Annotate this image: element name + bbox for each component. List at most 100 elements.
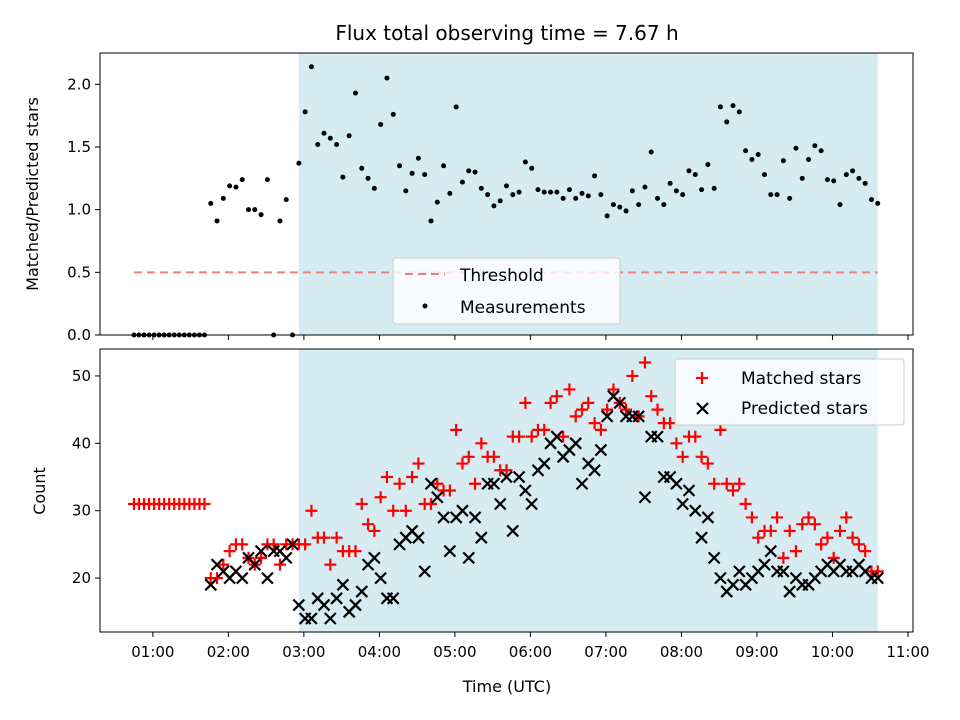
matched-star-point <box>764 524 777 537</box>
measurement-point <box>699 187 705 193</box>
ratio-y-axis-label: Matched/Predicted stars <box>23 97 42 291</box>
measurement-point <box>730 103 736 109</box>
predicted-star-point <box>676 497 689 511</box>
measurement-point <box>415 155 421 161</box>
x-tick-label: 06:00 <box>509 643 552 661</box>
matched-star-point <box>701 457 714 470</box>
matched-star-point <box>380 471 393 484</box>
predicted-star-point <box>487 477 501 491</box>
measurement-point <box>686 168 692 174</box>
predicted-star-point <box>707 551 721 565</box>
measurement-point <box>724 119 730 125</box>
matched-star-point <box>236 538 249 551</box>
measurement-point <box>485 192 491 198</box>
matched-star-point <box>695 450 708 463</box>
measurement-point <box>717 104 723 110</box>
measurement-point <box>227 183 233 189</box>
predicted-star-point <box>714 571 727 585</box>
measurement-point <box>535 187 541 193</box>
measurement-point <box>239 177 245 183</box>
legend-threshold-label: Threshold <box>459 266 544 286</box>
predicted-star-point <box>569 437 582 450</box>
measurement-point <box>214 218 220 224</box>
matched-star-point <box>859 545 872 558</box>
x-tick-label: 11:00 <box>886 643 929 661</box>
measurement-point <box>573 195 579 201</box>
matched-star-point <box>594 423 607 436</box>
predicted-star-point <box>506 524 520 538</box>
measurement-point <box>352 90 358 96</box>
predicted-star-point <box>437 511 450 524</box>
matched-star-point <box>362 518 375 531</box>
measurement-point <box>252 207 258 213</box>
ratio-y-tick-label: 0.0 <box>67 326 91 344</box>
measurement-point <box>334 141 340 147</box>
measurement-point <box>655 195 661 201</box>
predicted-star-point <box>777 565 790 578</box>
predicted-star-point <box>651 430 664 443</box>
measurement-point <box>296 160 302 166</box>
measurement-point <box>472 169 478 175</box>
measurement-point <box>277 218 283 224</box>
matched-star-point <box>708 477 721 490</box>
measurement-point <box>504 183 509 189</box>
matched-star-point <box>330 531 343 544</box>
predicted-star-point <box>500 470 513 484</box>
matched-star-point <box>582 396 595 409</box>
matched-star-point <box>557 430 570 443</box>
measurement-point <box>617 204 623 210</box>
measurement-point <box>340 174 346 180</box>
predicted-star-point <box>462 551 476 565</box>
measurement-point <box>447 190 453 196</box>
predicted-star-point <box>682 484 696 497</box>
matched-star-point <box>475 437 488 450</box>
matched-star-point <box>821 531 834 544</box>
measurement-point <box>673 188 679 194</box>
matched-star-point <box>374 491 387 504</box>
matched-star-point <box>601 403 614 416</box>
measurement-point <box>736 109 742 115</box>
count-y-tick-label: 50 <box>72 367 91 385</box>
predicted-star-point <box>355 585 369 598</box>
predicted-star-point <box>254 544 268 558</box>
matched-star-point <box>525 430 538 443</box>
measurement-point <box>585 193 591 199</box>
predicted-star-point <box>261 571 274 585</box>
measurement-point <box>453 104 459 110</box>
matched-star-point <box>198 497 211 510</box>
matched-star-point <box>771 511 784 524</box>
measurement-point <box>566 187 572 193</box>
matched-star-point <box>355 497 368 510</box>
matched-star-point <box>689 430 702 443</box>
matched-star-point <box>299 538 312 551</box>
matched-star-point <box>387 504 400 517</box>
predicted-star-point <box>386 592 400 605</box>
matched-star-point <box>217 558 230 571</box>
predicted-star-point <box>374 571 387 585</box>
predicted-star-point <box>292 598 306 612</box>
predicted-star-point <box>575 477 589 491</box>
matched-star-point <box>406 471 419 484</box>
figure-title: Flux total observing time = 7.67 h <box>335 21 678 45</box>
measurement-point <box>806 157 812 163</box>
measurement-point <box>264 177 270 183</box>
measurement-point <box>409 170 415 176</box>
measurement-point <box>579 190 585 196</box>
measurement-point <box>711 185 717 191</box>
measurement-point <box>749 157 755 163</box>
matched-star-point <box>538 423 551 436</box>
matched-star-point <box>871 565 884 578</box>
measurement-point <box>642 184 648 190</box>
predicted-star-point <box>733 565 746 578</box>
predicted-star-point <box>512 470 526 484</box>
x-tick-label: 10:00 <box>811 643 854 661</box>
measurement-point <box>610 202 616 208</box>
matched-star-point <box>211 572 224 585</box>
measurement-point <box>384 75 390 81</box>
ratio-legend-box <box>392 257 621 325</box>
ratio-y-tick-label: 1.5 <box>67 138 91 156</box>
ratio-y-tick-label: 2.0 <box>67 75 91 93</box>
matched-star-point <box>223 545 236 558</box>
measurement-point <box>497 198 503 204</box>
